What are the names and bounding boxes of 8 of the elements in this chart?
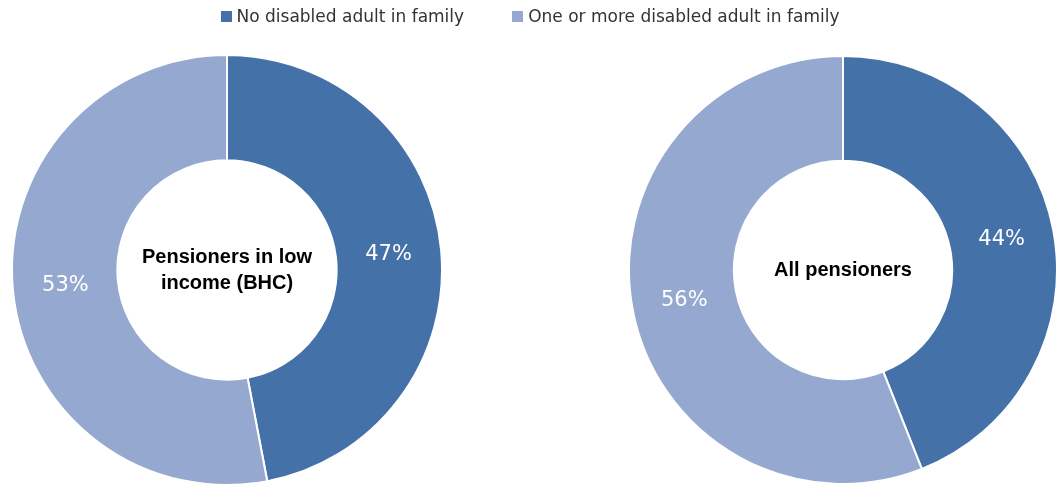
text: Pensioners in low income (BHC) xyxy=(141,244,313,293)
data-label: 56% xyxy=(660,286,708,311)
data-label: 47% xyxy=(365,241,412,266)
data-label: 53% xyxy=(42,271,89,296)
text: All pensioners xyxy=(774,257,912,280)
legend-label: One or more disabled adult in family xyxy=(528,6,840,26)
data-label: 44% xyxy=(978,226,1026,251)
legend-label: No disabled adult in family xyxy=(236,6,465,26)
